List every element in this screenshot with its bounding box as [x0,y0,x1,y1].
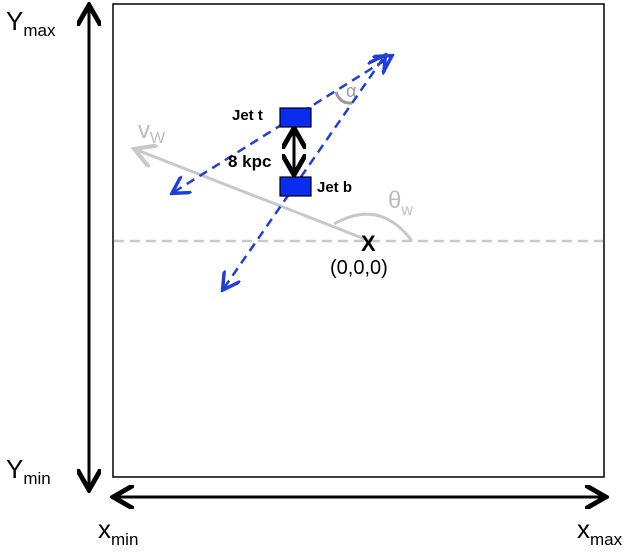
x-max-label: xmax [577,514,623,549]
jet-t-box [279,107,312,128]
jet-b-label: Jet b [317,179,352,196]
wind-velocity-label: vW [138,117,166,147]
y-min-label: Ymin [6,454,51,488]
simulation-box [112,3,605,478]
jet-axis-b [224,57,384,288]
y-max-label: Ymax [6,6,56,40]
jet-t-label: Jet t [232,107,263,124]
alpha-label: α [346,81,356,101]
origin-coordinates: (0,0,0) [330,257,388,279]
separation-label: 8 kpc [228,152,271,171]
theta-label: θw [388,187,413,219]
x-min-label: xmin [98,514,138,549]
origin-mark: X [361,231,376,256]
jet-b-box [279,176,312,197]
alpha-angle-arc [334,91,353,105]
